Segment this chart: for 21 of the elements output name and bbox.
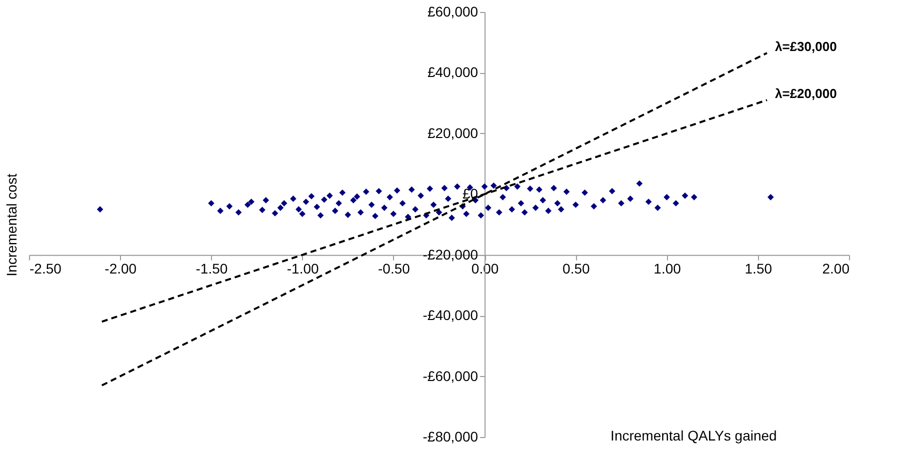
- y-axis-title: Incremental cost: [4, 174, 20, 276]
- x-tick-label: -0.50: [378, 260, 410, 276]
- y-tick-label: -£60,000: [422, 368, 478, 384]
- x-tick-label: -2.50: [30, 260, 62, 276]
- x-tick-label: 1.50: [744, 260, 772, 276]
- x-tick-label: 1.00: [654, 260, 682, 276]
- series-label: λ=£20,000: [775, 86, 837, 102]
- y-tick-label: £40,000: [427, 64, 478, 80]
- x-tick-label: 0.50: [562, 260, 590, 276]
- x-tick-label: -1.00: [286, 260, 319, 276]
- series-label: λ=£30,000: [775, 38, 837, 54]
- x-tick-label: -2.00: [104, 260, 137, 276]
- y-tick-label: -£20,000: [422, 246, 478, 262]
- y-tick-label: -£80,000: [422, 428, 478, 444]
- y-tick-label: -£40,000: [422, 307, 478, 324]
- y-tick-label: £20,000: [427, 124, 478, 141]
- x-axis-title: Incremental QALYs gained: [610, 428, 777, 444]
- x-tick-label: 2.00: [822, 260, 850, 276]
- x-tick-label: -1.50: [196, 260, 228, 276]
- y-tick-label: £60,000: [427, 4, 478, 20]
- x-tick-label: 0.00: [471, 260, 499, 276]
